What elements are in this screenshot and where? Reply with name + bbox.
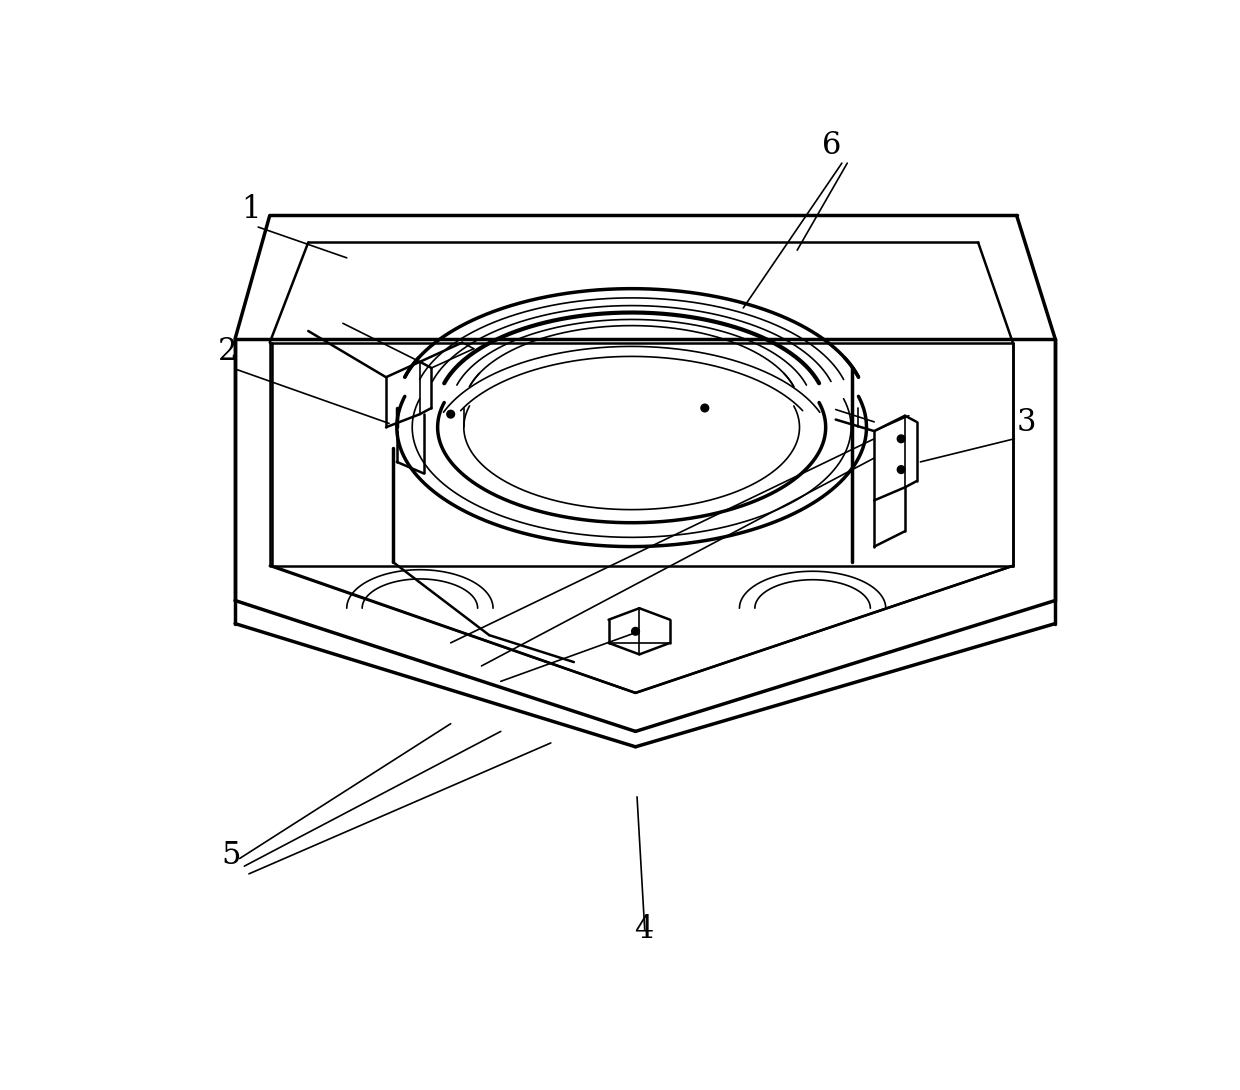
Text: 1: 1 [242,194,260,225]
Text: 2: 2 [218,336,238,367]
Text: 3: 3 [1017,407,1037,438]
Circle shape [898,465,905,473]
Circle shape [446,410,455,417]
Circle shape [631,628,640,635]
Circle shape [701,404,708,412]
Text: 6: 6 [822,130,841,161]
Circle shape [898,435,905,443]
Text: 4: 4 [634,913,653,945]
Text: 5: 5 [221,839,241,871]
